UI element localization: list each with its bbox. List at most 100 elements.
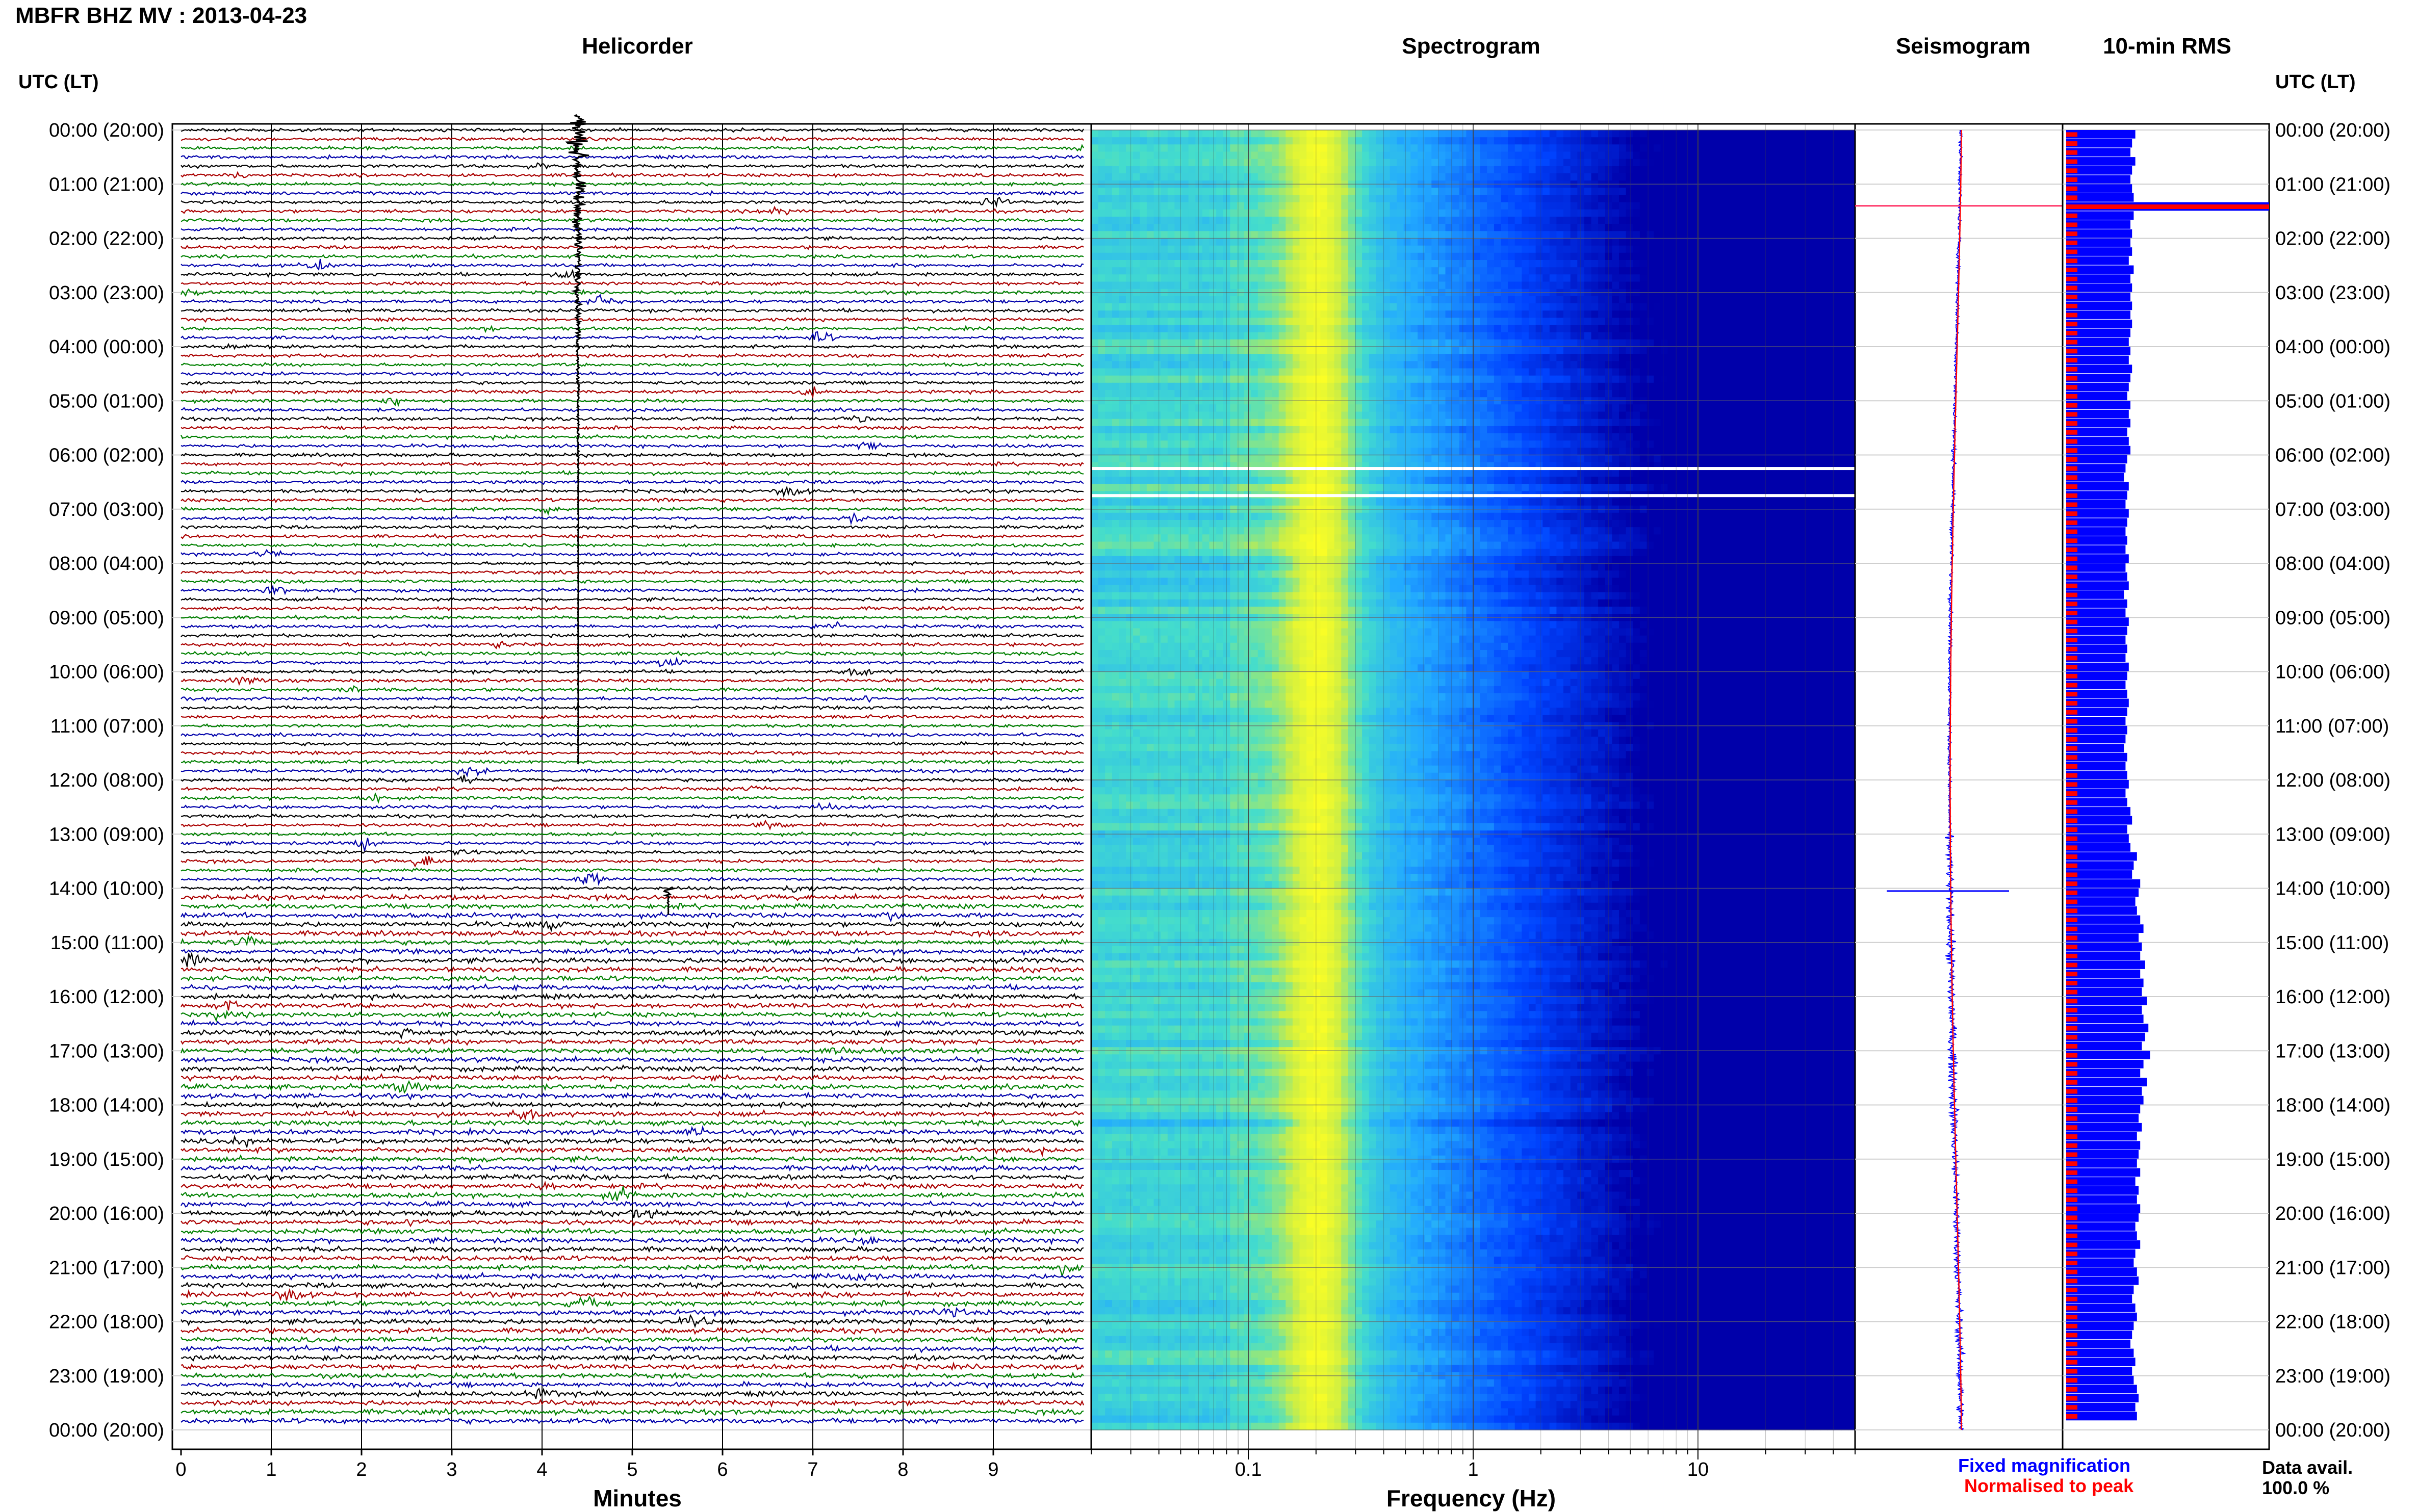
spectrogram-cell (1098, 383, 1105, 390)
spectrogram-cell (1112, 332, 1119, 340)
spectrogram-cell (1584, 369, 1591, 376)
spectrogram-cell (1133, 296, 1140, 304)
spectrogram-cell (1598, 347, 1605, 354)
spectrogram-cell (1695, 137, 1703, 145)
spectrogram-cell (1779, 173, 1786, 181)
spectrogram-cell (1147, 253, 1154, 260)
spectrogram-cell (1571, 195, 1578, 203)
spectrogram-cell (1327, 188, 1334, 195)
spectrogram-cell (1244, 253, 1251, 260)
spectrogram-cell (1431, 296, 1438, 304)
spectrogram-cell (1841, 137, 1848, 145)
spectrogram-cell (1438, 260, 1446, 268)
spectrogram-cell (1397, 202, 1404, 210)
spectrogram-cell (1494, 166, 1501, 174)
spectrogram-cell (1341, 390, 1348, 398)
spectrogram-cell (1119, 144, 1126, 152)
spectrogram-cell (1438, 440, 1446, 448)
spectrogram-cell (1522, 202, 1529, 210)
spectrogram-cell (1744, 433, 1751, 441)
spectrogram-cell (1168, 325, 1175, 333)
spectrogram-cell (1571, 217, 1578, 224)
spectrogram-cell (1563, 195, 1571, 203)
spectrogram-cell (1654, 152, 1661, 160)
spectrogram-cell (1695, 246, 1703, 253)
spectrogram-cell (1550, 318, 1557, 325)
spectrogram-cell (1751, 318, 1758, 325)
spectrogram-cell (1577, 361, 1584, 369)
spectrogram-cell (1730, 274, 1737, 282)
spectrogram-cell (1571, 347, 1578, 354)
spectrogram-cell (1807, 303, 1814, 311)
spectrogram-cell (1772, 224, 1779, 231)
spectrogram-cell (1675, 246, 1682, 253)
spectrogram-cell (1834, 210, 1841, 217)
spectrogram-cell (1279, 332, 1286, 340)
spectrogram-cell (1431, 224, 1438, 231)
spectrogram-cell (1376, 296, 1383, 304)
spectrogram-cell (1105, 318, 1112, 325)
spectrogram-cell (1265, 325, 1272, 333)
spectrogram-cell (1251, 419, 1258, 427)
spectrogram-cell (1807, 419, 1814, 427)
spectrogram-cell (1633, 144, 1640, 152)
spectrogram-cell (1598, 224, 1605, 231)
spectrogram-cell (1695, 210, 1703, 217)
spectrogram-cell (1425, 332, 1432, 340)
spectrogram-cell (1390, 231, 1397, 239)
spectrogram-cell (1098, 376, 1105, 383)
spectrogram-cell (1737, 296, 1744, 304)
spectrogram-cell (1181, 340, 1189, 347)
spectrogram-cell (1675, 224, 1682, 231)
spectrogram-cell (1556, 210, 1563, 217)
spectrogram-cell (1154, 282, 1161, 290)
spectrogram-cell (1431, 173, 1438, 181)
spectrogram-cell (1487, 361, 1494, 369)
spectrogram-cell (1633, 274, 1640, 282)
spectrogram-cell (1730, 376, 1737, 383)
spectrogram-cell (1501, 325, 1508, 333)
spectrogram-cell (1522, 347, 1529, 354)
spectrogram-cell (1556, 173, 1563, 181)
spectrogram-cell (1147, 318, 1154, 325)
spectrogram-cell (1431, 195, 1438, 203)
spectrogram-cell (1737, 303, 1744, 311)
spectrogram-cell (1390, 376, 1397, 383)
spectrogram-cell (1404, 412, 1411, 420)
spectrogram-cell (1480, 390, 1487, 398)
spectrogram-cell (1431, 144, 1438, 152)
spectrogram-cell (1619, 369, 1626, 376)
spectrogram-cell (1154, 419, 1161, 427)
spectrogram-cell (1376, 274, 1383, 282)
spectrogram-cell (1210, 239, 1217, 246)
spectrogram-cell (1799, 267, 1807, 275)
spectrogram-cell (1098, 260, 1105, 268)
spectrogram-cell (1230, 303, 1237, 311)
spectrogram-cell (1522, 419, 1529, 427)
spectrogram-cell (1258, 137, 1265, 145)
spectrogram-cell (1536, 188, 1543, 195)
spectrogram-cell (1293, 166, 1300, 174)
spectrogram-cell (1189, 159, 1196, 167)
spectrogram-cell (1661, 274, 1668, 282)
spectrogram-cell (1522, 231, 1529, 239)
spectrogram-cell (1410, 296, 1418, 304)
spectrogram-cell (1591, 404, 1599, 412)
spectrogram-cell (1230, 419, 1237, 427)
spectrogram-cell (1425, 210, 1432, 217)
spectrogram-cell (1293, 390, 1300, 398)
spectrogram-cell (1522, 340, 1529, 347)
spectrogram-cell (1390, 274, 1397, 282)
spectrogram-cell (1202, 340, 1210, 347)
spectrogram-cell (1598, 419, 1605, 427)
spectrogram-cell (1807, 195, 1814, 203)
spectrogram-cell (1695, 239, 1703, 246)
spectrogram-cell (1202, 354, 1210, 361)
spectrogram-cell (1410, 267, 1418, 275)
spectrogram-cell (1140, 195, 1147, 203)
spectrogram-cell (1813, 303, 1820, 311)
spectrogram-cell (1410, 173, 1418, 181)
spectrogram-cell (1133, 217, 1140, 224)
spectrogram-cell (1126, 224, 1133, 231)
spectrogram-cell (1571, 419, 1578, 427)
